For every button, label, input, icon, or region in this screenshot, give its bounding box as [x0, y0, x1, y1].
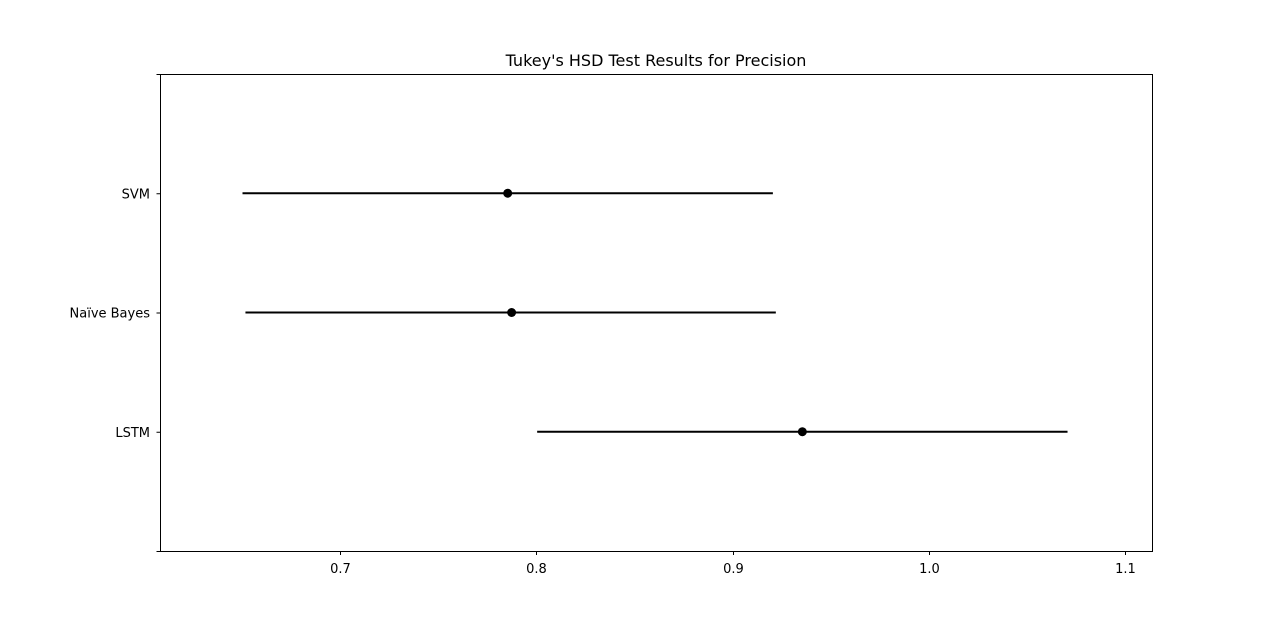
x-axis-ticks	[340, 551, 1126, 555]
x-tick-label-0.9: 0.9	[723, 562, 744, 577]
y-tick-label-svm: SVM	[122, 187, 150, 202]
y-axis-labels: SVM Naïve Bayes LSTM	[70, 187, 151, 441]
x-tick-label-0.8: 0.8	[526, 562, 547, 577]
x-tick-label-1.0: 1.0	[919, 562, 940, 577]
confidence-intervals	[242, 192, 1068, 433]
mean-point-na-ve-bayes	[507, 308, 517, 317]
x-tick-label-1.1: 1.1	[1115, 562, 1136, 577]
y-axis-ticks	[156, 74, 160, 552]
x-axis-labels: 0.7 0.8 0.9 1.0 1.1	[330, 562, 1136, 577]
y-tick-label-lstm: LSTM	[115, 426, 150, 441]
plot-area-frame	[160, 74, 1153, 552]
x-tick-label-0.7: 0.7	[330, 562, 351, 577]
mean-point-svm	[503, 188, 513, 198]
mean-point-lstm	[797, 427, 807, 437]
chart-title: Tukey's HSD Test Results for Precision	[505, 51, 807, 70]
y-tick-label-na-ve-bayes: Naïve Bayes	[70, 307, 151, 322]
group-means	[503, 188, 807, 437]
